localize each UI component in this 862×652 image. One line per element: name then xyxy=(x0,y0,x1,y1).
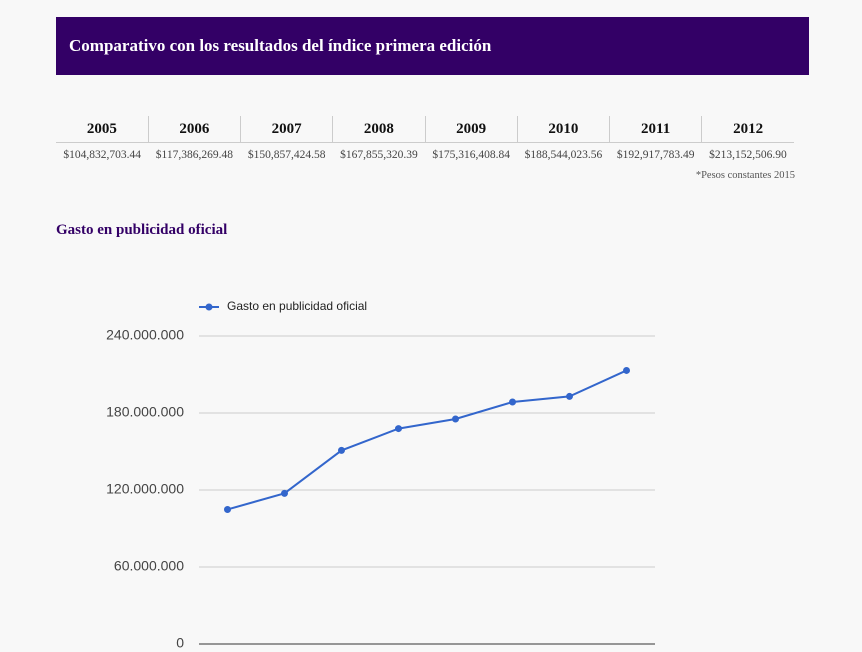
series-line xyxy=(227,369,627,511)
data-point xyxy=(623,366,630,374)
year-header: 2009 xyxy=(425,116,518,143)
y-tick-label: 180.000.000 xyxy=(106,404,184,420)
amount-cell: $192,917,783.49 xyxy=(616,149,695,161)
year-header: 2012 xyxy=(701,116,794,143)
y-tick-label: 240.000.000 xyxy=(106,327,184,343)
data-point xyxy=(224,505,231,513)
data-point xyxy=(281,489,288,497)
amount-cell: $175,316,408.84 xyxy=(432,149,510,161)
value-row: $104,832,703.44 $117,386,269.48 $150,857,4… xyxy=(56,143,794,161)
year-header: 2010 xyxy=(517,116,611,143)
data-point xyxy=(566,392,573,400)
legend-label: Gasto en publicidad oficial xyxy=(227,299,367,313)
data-point xyxy=(509,398,516,406)
legend-swatch-dot xyxy=(205,303,213,311)
data-point xyxy=(338,446,345,454)
header-title: Comparativo con los resultados del índic… xyxy=(56,17,809,75)
table-note: *Pesos constantes 2015 xyxy=(695,170,795,181)
y-tick-label: 120.000.000 xyxy=(106,481,184,497)
y-tick-label: 60.000.000 xyxy=(114,558,184,574)
year-header: 2006 xyxy=(148,116,242,143)
data-point xyxy=(395,425,402,433)
year-header: 2007 xyxy=(240,116,334,143)
amount-cell: $104,832,703.44 xyxy=(63,149,141,161)
amount-cell: $188,544,023.56 xyxy=(524,149,603,161)
amount-cell: $167,855,320.39 xyxy=(340,149,418,161)
y-tick-label: 0 xyxy=(176,635,184,651)
amount-cell: $150,857,424.58 xyxy=(247,149,326,161)
year-header: 2008 xyxy=(332,116,426,143)
year-header: 2011 xyxy=(609,116,703,143)
chart-title: Gasto en publicidad oficial xyxy=(56,222,228,238)
data-table: 2005 2006 2007 2008 2009 2010 2011 2012 $104,83… xyxy=(56,116,794,161)
data-point xyxy=(452,415,459,423)
amount-cell: $117,386,269.48 xyxy=(155,149,233,161)
header-row: 2005 2006 2007 2008 2009 2010 2011 2012 xyxy=(56,116,794,143)
year-header: 2005 xyxy=(56,116,149,143)
amount-cell: $213,152,506.90 xyxy=(709,149,787,161)
